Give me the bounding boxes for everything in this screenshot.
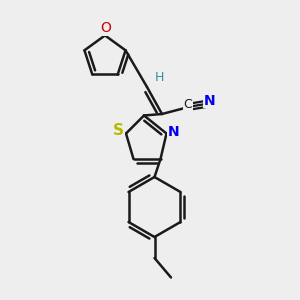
Text: O: O <box>100 21 111 35</box>
Text: H: H <box>155 71 164 84</box>
Text: C: C <box>183 98 192 112</box>
Text: N: N <box>168 125 180 139</box>
Text: S: S <box>113 123 124 138</box>
Text: N: N <box>204 94 216 107</box>
